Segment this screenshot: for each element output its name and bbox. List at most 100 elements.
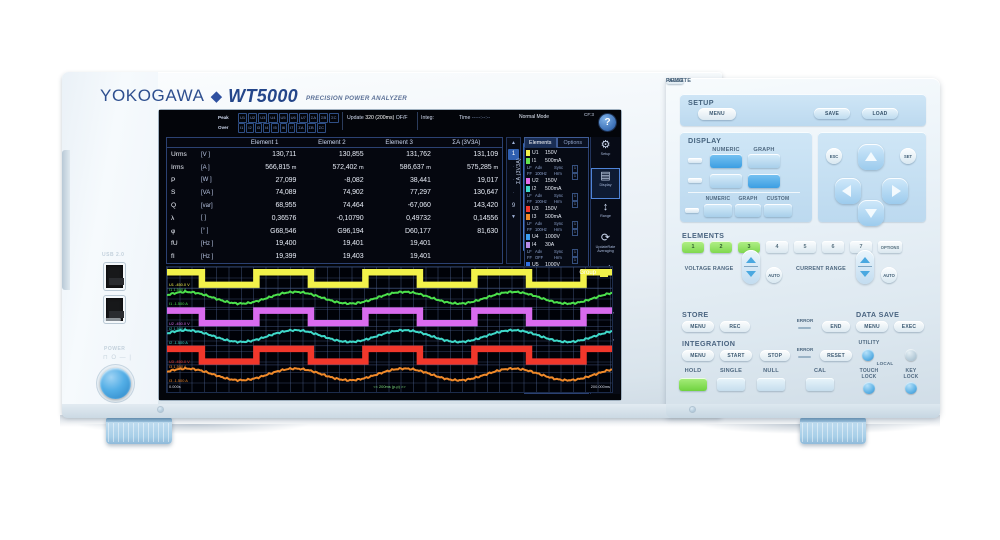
nav-right-button[interactable] [882,178,908,204]
rail-item-range[interactable]: ↕ Range [591,199,620,230]
key-lock-led[interactable] [905,382,917,394]
row-function: Irms [171,164,184,171]
element-entry[interactable]: U1 150V I1 500mA LF FF Adv 100Hz Sync Hrm 1 1 [526,149,588,180]
current-range-up-icon[interactable] [860,257,870,263]
table-row[interactable]: φ [° ] G68,546 G96,194 D60,177 81,630 [167,225,502,238]
voltage-range-down-icon[interactable] [746,271,756,277]
row-value: -0,10790 [336,214,364,222]
table-row[interactable]: P [W ] 27,099 -8,082 38,441 19,017 [167,174,502,187]
usb-port-2[interactable] [104,296,125,323]
page-last[interactable]: 9 [511,203,516,209]
display-row2-custom-button[interactable] [764,204,792,217]
display-row1b-indicator [688,178,702,183]
set-button[interactable]: SET [900,148,916,164]
channel-range: 1000V [545,234,561,240]
null-button[interactable] [757,378,785,391]
page-current[interactable]: 1 [508,149,519,160]
setup-load-button[interactable]: LOAD [862,108,898,119]
current-range-auto-button[interactable]: AUTO [881,267,897,283]
integration-reset-button[interactable]: RESET [820,350,852,361]
page-dot-1: · [512,164,515,170]
row-value: 74,464 [342,202,364,210]
store-end-button[interactable]: END [822,321,850,332]
element-entry[interactable]: U2 150V I2 500mA LF FF Adv 100Hz Sync Hrm 1 1 [526,177,588,208]
voltage-range-rocker[interactable] [742,250,760,284]
display-row2-numeric-button[interactable] [704,204,732,217]
element-button-4[interactable]: 4 [766,241,788,253]
display-row2-graph-button[interactable] [735,204,761,217]
integration-stop-button[interactable]: STOP [760,350,790,361]
model-name: WT5000 [228,85,298,106]
integration-start-button[interactable]: START [720,350,752,361]
page-up-arrow[interactable]: ▲ [511,140,516,146]
trace-scale-label: U3 450.0 V [169,344,189,350]
nav-up-button[interactable] [858,144,884,170]
hold-button[interactable] [679,378,707,391]
store-menu-button[interactable]: MENU [682,321,714,332]
rail-item-update-averaging[interactable]: ⟳ UpdateRate Averaging [591,230,620,261]
row-function: fU [171,240,178,248]
waveform-view[interactable]: U1 450.0 V U1 -450.0 V I1 1.500 A I1 -1.500… [166,266,613,393]
rail-item-display[interactable]: ▤ Display [591,168,620,199]
data-save-menu-button[interactable]: MENU [856,321,888,332]
element-button-6[interactable]: 6 [822,241,844,253]
help-button[interactable]: ? [599,114,616,131]
element-button-5[interactable]: 5 [794,241,816,253]
table-row[interactable]: λ [ ] 0,36576 -0,10790 0,49732 0,14556 [167,212,502,225]
touch-lock-led[interactable] [863,382,875,394]
current-range-rocker[interactable] [856,250,874,284]
element-entry[interactable]: U4 1000V I4 30A LF FF Adv OFF Sync Hrm 1 1 [526,233,588,264]
cal-button[interactable] [806,378,834,391]
display-row1-numeric-button[interactable] [710,154,742,168]
power-button[interactable] [100,368,131,399]
channel-range: 500mA [545,158,562,164]
status-token: U3 [258,113,268,123]
page-down-arrow[interactable]: ▼ [511,214,516,220]
table-row[interactable]: fU [Hz ] 19,400 19,401 19,401 [167,237,502,250]
remote-led[interactable] [905,349,917,361]
update-label: Update [347,115,364,121]
numeric-data-table[interactable]: Element 1 Element 2 Element 3 ΣA (3V3A) Urms… [166,137,503,264]
setup-save-button[interactable]: SAVE [814,108,850,119]
table-row[interactable]: Irms [A ] 566,815 m 572,402 m 586,637 m 575,2… [167,161,502,174]
status-token: I3 [254,123,263,133]
current-range-down-icon[interactable] [860,271,870,277]
esc-button[interactable]: ESC [826,148,842,164]
display-row1b-graph-button[interactable] [748,174,780,188]
page-selector[interactable]: ▲ 1 · · · 9 ▼ [506,137,521,264]
voltage-range-up-icon[interactable] [746,257,756,263]
voltage-range-auto-button[interactable]: AUTO [766,267,782,283]
display-row1-graph-button[interactable] [748,154,780,168]
nav-down-button[interactable] [858,200,884,226]
element-button-2[interactable]: 2 [710,241,732,253]
integration-menu-button[interactable]: MENU [682,350,714,361]
display-row2-indicator [685,208,699,213]
usb-label: USB 2.0 [102,252,125,258]
tab-options[interactable]: Options [556,137,589,148]
data-save-exec-button[interactable]: EXEC [894,321,924,332]
nav-left-button[interactable] [835,178,861,204]
element-button-1[interactable]: 1 [682,241,704,253]
table-row[interactable]: fI [Hz ] 19,399 19,403 19,401 [167,250,502,263]
table-row[interactable]: Urms [V ] 130,711 130,855 131,762 131,109 [167,148,502,162]
single-button[interactable] [717,378,745,391]
table-row[interactable]: S [VA ] 74,089 74,902 77,297 130,647 [167,187,502,200]
setup-menu-button[interactable]: MENU [698,108,736,120]
time-label: Time [459,115,471,121]
element-options-button[interactable]: OPTIONS [878,241,902,253]
display-screen[interactable]: Peak U1 U2 U3 U4 U5 U6 U7 ΣA ΣB ΣC Over I1 I2 I3 I4 I5 I… [159,110,621,400]
rail-item-setup[interactable]: ⚙ Setup [591,137,620,168]
store-pause-button[interactable]: PAUSE [666,78,684,84]
element-meta: LF FF Adv 100Hz Sync Hrm 1 1 [526,165,588,180]
table-row[interactable]: Q [var] 68,955 74,464 -67,060 143,420 [167,199,502,212]
row-unit: [° ] [201,228,209,235]
trace-scale-label: U1 450.0 V [169,268,189,273]
element-entry[interactable]: U3 150V I3 500mA LF FF Adv 100Hz Sync Hrm 1 1 [526,205,588,236]
tab-elements[interactable]: Elements [524,137,557,148]
usb-port-1[interactable] [104,263,125,290]
utility-led[interactable] [862,349,874,361]
display-row1b-numeric-button[interactable] [710,174,742,188]
brand-name: YOKOGAWA [100,86,205,105]
row-value: 0,49732 [406,214,431,222]
store-rec-button[interactable]: REC [720,321,750,332]
